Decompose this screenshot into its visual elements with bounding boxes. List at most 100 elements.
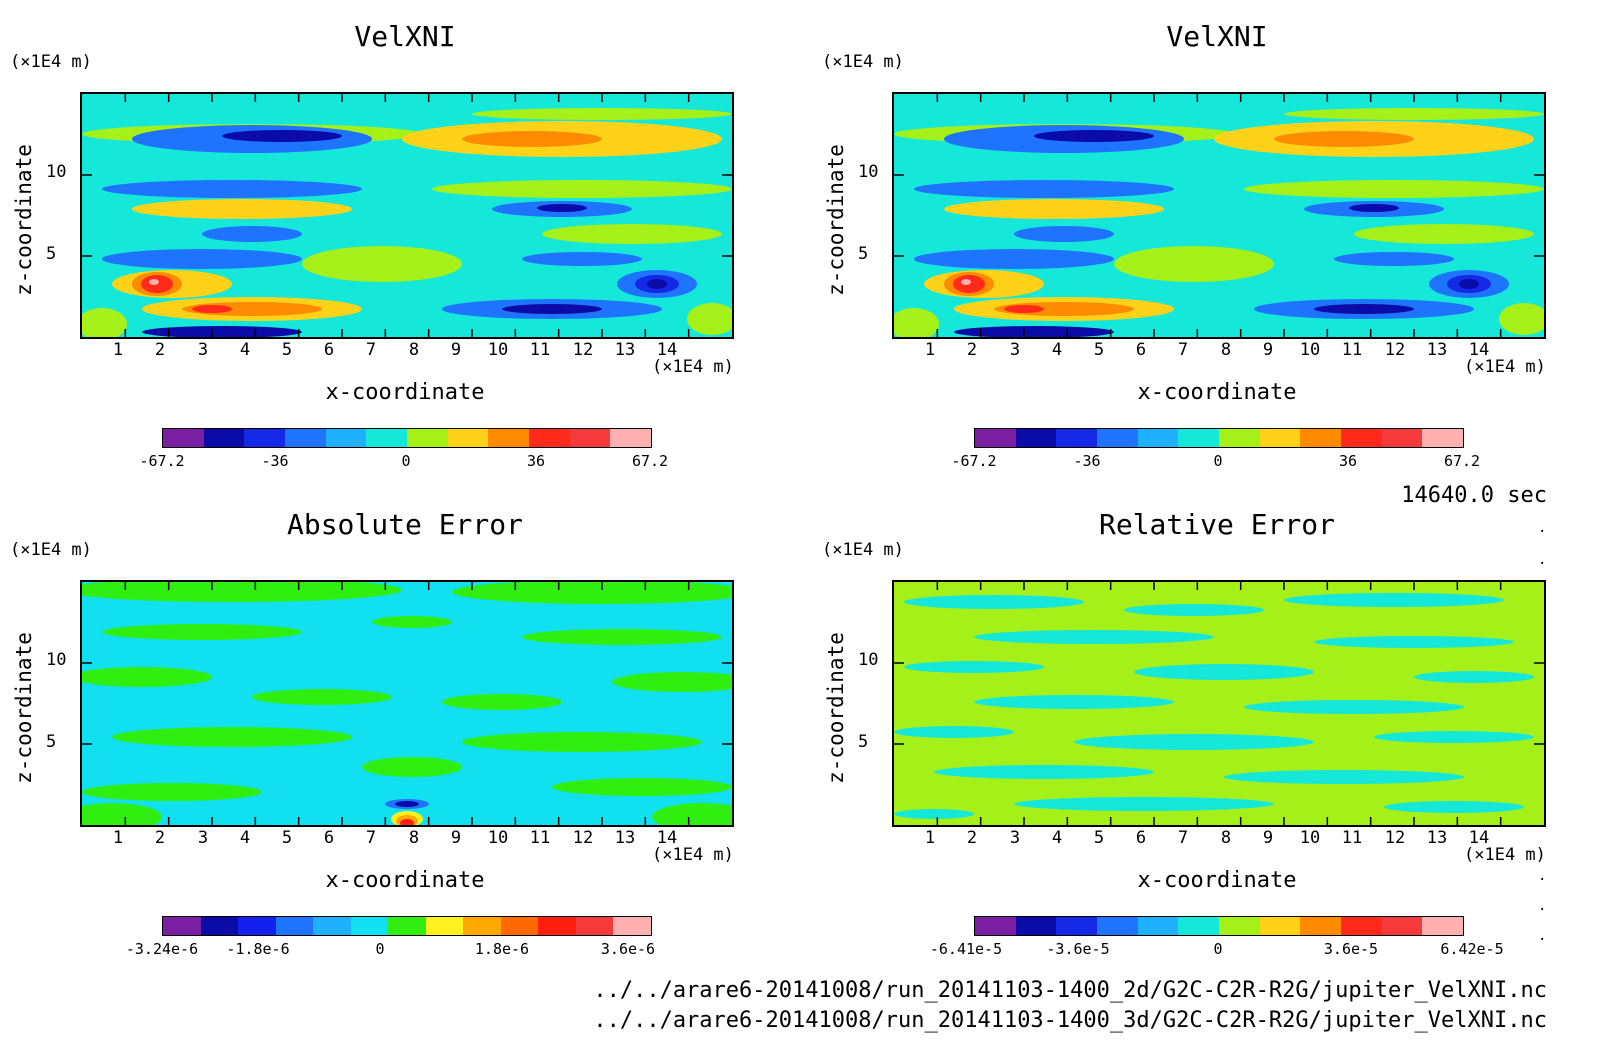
x-tick: 12 [1384,340,1406,360]
z-tick: 10 [46,650,67,670]
x-tick: 5 [1093,340,1105,360]
x-tick: 10 [1299,340,1321,360]
x-tick: 8 [408,340,420,360]
colorbar-tick-label: 0 [1213,940,1223,958]
panel-absolute-error: Absolute Error (×1E4 m) z-coordinate [0,488,780,958]
colorbar-swatch [1178,917,1220,935]
colorbar-swatch [425,917,464,935]
x-tick: 2 [154,828,166,848]
colorbar-swatch [1300,917,1342,935]
x-tick: 7 [365,828,377,848]
colorbar-tick-label: -6.41e-5 [929,940,1003,958]
panel-velxni-2d: VelXNI (×1E4 m) z-coordinate [0,0,780,470]
x-tick: 2 [966,340,978,360]
colorbar-tick-label: -1.8e-6 [226,940,290,958]
x-tick: 13 [614,340,636,360]
colorbar-swatch [1219,917,1260,935]
colorbar-swatch [1137,917,1179,935]
colorbar-tick-label: 3.6e-6 [600,940,656,958]
x-tick: 5 [281,828,293,848]
colorbar-swatch [350,917,389,935]
contour-field [82,94,732,337]
colorbar-tick-label: 67.2 [1443,452,1481,470]
colorbar-swatch [1015,429,1057,447]
panel-title: VelXNI [354,20,456,53]
x-tick: 7 [365,340,377,360]
colorbar-swatch [1097,429,1138,447]
colorbar-swatch [163,429,204,447]
colorbar-swatch [244,429,286,447]
panel-title: Relative Error [1098,508,1335,541]
colorbar-swatch [200,917,239,935]
panel-title: VelXNI [1166,20,1268,53]
colorbar-swatch [1422,429,1464,447]
x-tick: 14 [656,340,678,360]
x-tick: 5 [1093,828,1105,848]
colorbar-swatch [238,917,276,935]
panel-velxni-3d: VelXNI (×1E4 m) z-coordinate [812,0,1592,470]
panel-title: Absolute Error [286,508,523,541]
x-tick: 14 [656,828,678,848]
dot-marker: . [1538,928,1547,944]
x-tick: 6 [1135,828,1147,848]
x-tick: 9 [450,340,462,360]
colorbar-tick-label: 1.8e-6 [474,940,530,958]
colorbar-tick-label: -36 [261,452,289,470]
colorbar-swatch [488,429,530,447]
x-tick: 6 [323,828,335,848]
x-tick: 13 [1426,828,1448,848]
z-tick: 5 [858,244,869,264]
colorbar-swatch [575,917,614,935]
x-axis-label: x-coordinate [1137,868,1297,893]
z-axis-label: z-coordinate [824,144,848,296]
dot-marker: . [1538,868,1547,884]
colorbar-tick-label: -67.2 [951,452,997,470]
source-file-path-2d: ../../arare6-20141008/run_20141103-1400_… [593,978,1547,1003]
x-tick: 9 [1262,828,1274,848]
z-axis-label: z-coordinate [12,144,36,296]
colorbar-swatch [163,917,201,935]
colorbar-tick-label: -3.6e-5 [1046,940,1110,958]
colorbar-swatch [1178,429,1220,447]
x-tick: 3 [1009,828,1021,848]
x-tick: 11 [529,828,551,848]
contour-plot-area [80,580,734,827]
colorbar-swatch [500,917,539,935]
colorbar-swatch [463,917,501,935]
colorbar-tick-label: 0 [1213,452,1223,470]
colorbar-swatch [1219,429,1260,447]
x-tick: 11 [529,340,551,360]
z-axis-label: z-coordinate [824,632,848,784]
x-tick: 6 [1135,340,1147,360]
x-tick: 13 [614,828,636,848]
x-unit-label: (×1E4 m) [1464,845,1546,865]
colorbar-tick-label: 36 [526,452,546,470]
x-tick: 1 [112,828,124,848]
simulation-time-label: 14640.0 sec [1401,483,1547,508]
colorbar-swatch [388,917,426,935]
x-unit-label: (×1E4 m) [1464,357,1546,377]
x-tick: 3 [1009,340,1021,360]
x-tick: 12 [572,828,594,848]
colorbar-tick-label: -67.2 [139,452,185,470]
colorbar [162,916,652,936]
colorbar-swatch [325,429,367,447]
x-tick: 10 [1299,828,1321,848]
colorbar-swatch [975,917,1016,935]
z-unit-label: (×1E4 m) [10,52,92,72]
colorbar-tick-label: -3.24e-6 [125,940,199,958]
x-tick: 8 [408,828,420,848]
colorbar-swatch [1381,429,1423,447]
x-unit-label: (×1E4 m) [652,357,734,377]
colorbar [974,916,1464,936]
x-tick: 1 [112,340,124,360]
x-tick: 4 [1051,340,1063,360]
x-tick: 12 [1384,828,1406,848]
x-axis-label: x-coordinate [1137,380,1297,405]
x-tick: 12 [572,340,594,360]
colorbar-swatch [569,429,611,447]
colorbar-swatch [1341,917,1382,935]
z-tick: 5 [858,732,869,752]
colorbar-swatch [975,429,1016,447]
x-tick: 4 [239,828,251,848]
